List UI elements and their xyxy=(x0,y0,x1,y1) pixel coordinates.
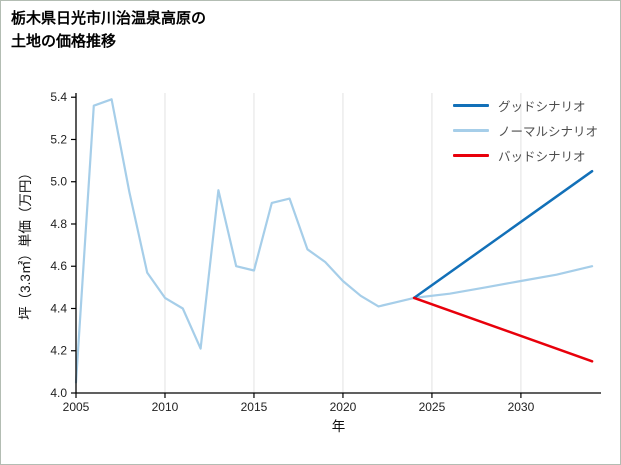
legend-item-good: グッドシナリオ xyxy=(453,93,598,118)
x-tick-label: 2030 xyxy=(508,400,535,414)
legend-line-swatch-normal xyxy=(453,129,489,132)
legend-line-swatch-bad xyxy=(453,154,489,157)
x-tick-label: 2020 xyxy=(330,400,357,414)
y-tick-label: 5.4 xyxy=(50,90,67,104)
x-tick-label: 2010 xyxy=(152,400,179,414)
x-tick-label: 2025 xyxy=(419,400,446,414)
legend-item-bad: バッドシナリオ xyxy=(453,143,598,168)
y-tick-label: 5.0 xyxy=(50,175,67,189)
legend-item-normal: ノーマルシナリオ xyxy=(453,118,598,143)
legend-label-bad: バッドシナリオ xyxy=(498,150,586,164)
legend-label-good: グッドシナリオ xyxy=(498,100,586,114)
series-line-bad xyxy=(412,296,594,363)
y-tick-label: 4.6 xyxy=(50,259,67,273)
y-axis-label: 坪（3.3㎡）単価（万円） xyxy=(18,166,33,320)
x-axis-label: 年 xyxy=(331,419,346,434)
y-tick-label: 4.4 xyxy=(50,301,67,315)
legend-line-swatch-good xyxy=(453,104,489,107)
chart-title-line2: 土地の価格推移 xyxy=(11,32,117,50)
series-line-normal xyxy=(74,98,594,384)
chart-legend: グッドシナリオ ノーマルシナリオ バッドシナリオ xyxy=(453,93,598,168)
y-tick-label: 5.2 xyxy=(50,132,67,146)
chart-title-line1: 栃木県日光市川治温泉高原の xyxy=(11,10,207,27)
y-tick-label: 4.2 xyxy=(50,344,67,358)
x-tick-label: 2005 xyxy=(63,400,90,414)
x-tick-label: 2015 xyxy=(241,400,268,414)
legend-label-normal: ノーマルシナリオ xyxy=(498,125,599,139)
y-tick-label: 4.0 xyxy=(50,386,67,400)
chart-title: 栃木県日光市川治温泉高原の 土地の価格推移 xyxy=(11,8,206,53)
series-line-good xyxy=(412,169,594,300)
y-tick-label: 4.8 xyxy=(50,217,67,231)
